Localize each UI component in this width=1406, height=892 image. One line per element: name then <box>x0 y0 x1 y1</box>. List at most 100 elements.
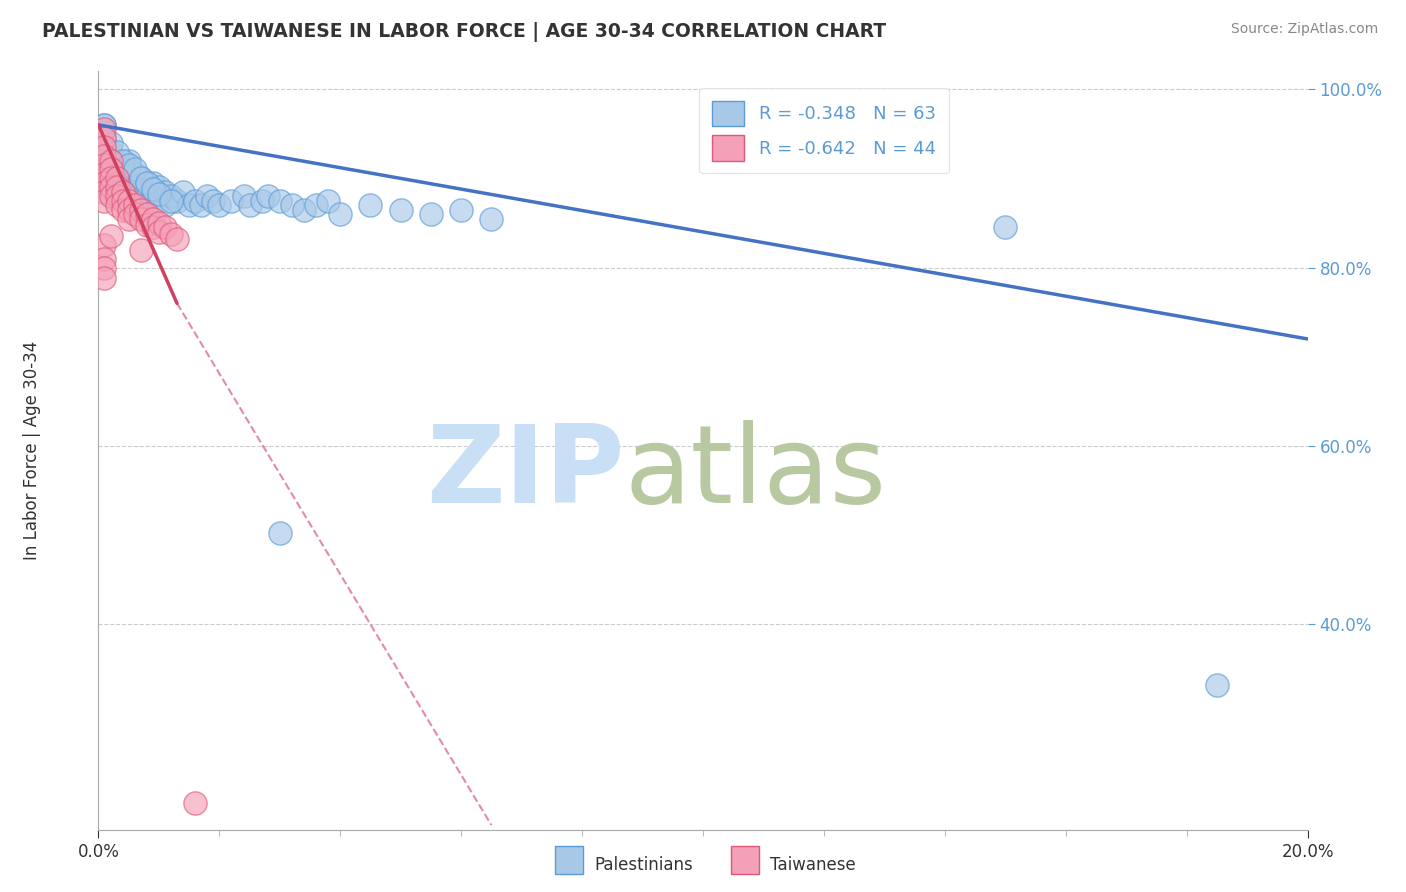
Point <box>100 136 122 150</box>
Point <box>142 220 165 235</box>
Point <box>148 187 170 202</box>
Point <box>221 194 243 208</box>
Point <box>994 220 1017 235</box>
Point <box>105 171 128 186</box>
Point <box>100 189 122 203</box>
Point <box>281 198 304 212</box>
Point <box>100 180 122 194</box>
Point <box>148 216 170 230</box>
Point <box>153 185 176 199</box>
Point <box>118 189 141 203</box>
Point <box>153 220 176 235</box>
Point <box>172 185 194 199</box>
Point <box>202 194 225 208</box>
Point <box>135 218 157 232</box>
Point <box>153 198 176 212</box>
Point <box>100 145 122 159</box>
Point <box>129 243 152 257</box>
Point <box>316 194 339 208</box>
Point <box>93 167 115 181</box>
Point <box>329 207 352 221</box>
Point <box>148 225 170 239</box>
Point <box>111 194 134 208</box>
Point <box>450 202 472 217</box>
Point <box>190 198 212 212</box>
Point <box>166 194 188 208</box>
Point <box>111 171 134 186</box>
Point <box>118 202 141 217</box>
Point <box>250 194 273 208</box>
Point <box>93 238 115 252</box>
Point <box>148 180 170 194</box>
Point <box>93 149 115 163</box>
Point <box>166 232 188 246</box>
Point <box>135 176 157 190</box>
Point <box>142 182 165 196</box>
Point <box>195 189 218 203</box>
Point <box>118 176 141 190</box>
Text: Palestinians: Palestinians <box>595 856 693 874</box>
Point <box>93 176 115 190</box>
Point <box>93 131 115 145</box>
Point <box>208 198 231 212</box>
Point <box>292 202 315 217</box>
Point <box>93 140 115 154</box>
Point <box>93 185 115 199</box>
Point <box>142 189 165 203</box>
Point <box>269 526 291 541</box>
Text: atlas: atlas <box>624 420 886 526</box>
Point <box>179 198 201 212</box>
Point <box>148 194 170 208</box>
Point <box>129 211 152 226</box>
Point <box>111 202 134 217</box>
Point <box>118 194 141 208</box>
Point <box>256 189 278 203</box>
Point <box>105 167 128 181</box>
Point <box>269 194 291 208</box>
Point <box>105 176 128 190</box>
Text: Taiwanese: Taiwanese <box>770 856 856 874</box>
Point <box>93 122 115 136</box>
Point <box>135 189 157 203</box>
Point <box>111 153 134 168</box>
Point <box>135 207 157 221</box>
Text: PALESTINIAN VS TAIWANESE IN LABOR FORCE | AGE 30-34 CORRELATION CHART: PALESTINIAN VS TAIWANESE IN LABOR FORCE … <box>42 22 886 42</box>
Point <box>105 145 128 159</box>
Point <box>100 171 122 186</box>
Point <box>160 227 183 241</box>
Point <box>239 198 262 212</box>
Point <box>93 158 115 172</box>
Point <box>118 153 141 168</box>
Point <box>105 189 128 203</box>
Point <box>129 171 152 186</box>
Point <box>105 198 128 212</box>
Point <box>105 153 128 168</box>
Point <box>124 198 146 212</box>
Point <box>135 176 157 190</box>
Text: ZIP: ZIP <box>426 420 624 526</box>
Point <box>129 202 152 217</box>
Point <box>184 796 207 810</box>
Point <box>100 158 122 172</box>
Point <box>124 167 146 181</box>
Point <box>118 158 141 172</box>
Point <box>105 180 128 194</box>
Point <box>100 162 122 177</box>
Point <box>100 229 122 244</box>
Point <box>118 211 141 226</box>
Point <box>111 185 134 199</box>
Point <box>111 162 134 177</box>
Text: In Labor Force | Age 30-34: In Labor Force | Age 30-34 <box>22 341 41 560</box>
Point <box>93 271 115 285</box>
Point <box>232 189 254 203</box>
Point <box>389 202 412 217</box>
Point <box>100 153 122 168</box>
Point <box>93 252 115 266</box>
Point <box>129 171 152 186</box>
Point <box>160 194 183 208</box>
Point <box>93 260 115 275</box>
Point <box>124 162 146 177</box>
Point <box>360 198 382 212</box>
Point <box>481 211 503 226</box>
Point <box>129 185 152 199</box>
